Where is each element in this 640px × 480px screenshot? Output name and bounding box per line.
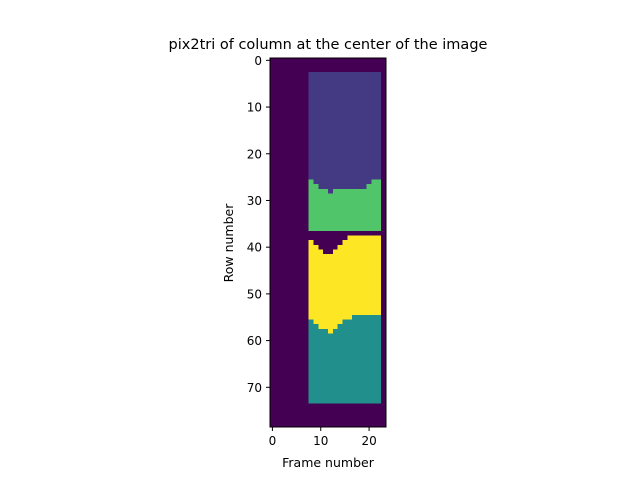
heatmap-region-2 [308, 179, 382, 231]
x-axis-label: Frame number [282, 455, 375, 470]
y-tick-label: 30 [247, 194, 262, 208]
y-tick-label: 0 [254, 54, 262, 68]
plot-frame [269, 57, 387, 428]
x-tick-label: 10 [313, 434, 328, 448]
y-tick-label: 70 [247, 381, 262, 395]
x-tick-label: 20 [361, 434, 376, 448]
y-tick-label: 40 [247, 241, 262, 255]
y-tick-label: 20 [247, 147, 262, 161]
y-axis-ticks: 0 10 20 30 40 50 60 70 [247, 54, 270, 395]
heatmap-region-1 [308, 72, 382, 194]
heatmap-region-3 [308, 235, 382, 334]
y-tick-label: 10 [247, 101, 262, 115]
chart-title: pix2tri of column at the center of the i… [169, 37, 488, 53]
y-axis-label: Row number [221, 203, 236, 283]
y-tick-label: 60 [247, 334, 262, 348]
x-tick-label: 0 [269, 434, 277, 448]
plot-area [270, 58, 386, 427]
y-tick-label: 50 [247, 287, 262, 301]
x-axis-ticks: 0 10 20 [269, 427, 377, 448]
heatmap-region-4 [308, 314, 382, 404]
